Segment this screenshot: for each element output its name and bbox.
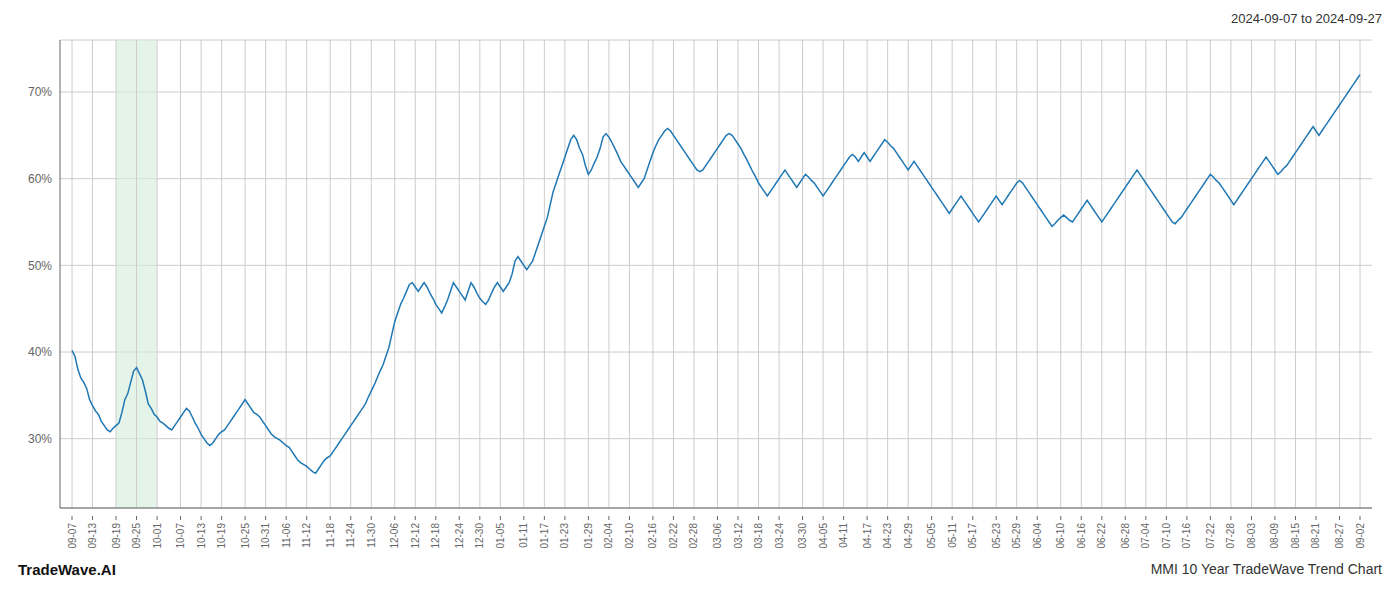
svg-text:03-18: 03-18 [753,523,764,549]
svg-text:06-28: 06-28 [1120,523,1131,549]
svg-text:10-01: 10-01 [152,523,163,549]
svg-text:11-24: 11-24 [345,523,356,548]
svg-text:70%: 70% [28,85,52,99]
svg-text:02-16: 02-16 [647,523,658,549]
svg-text:03-12: 03-12 [733,523,744,549]
svg-text:08-27: 08-27 [1334,523,1345,549]
svg-text:04-11: 04-11 [838,523,849,548]
html-text:TradeWave.AI: TradeWave.AI [18,560,116,578]
svg-text:06-16: 06-16 [1076,523,1087,549]
svg-text:07-28: 07-28 [1225,523,1236,549]
svg-text:09-02: 09-02 [1355,523,1366,549]
html-text:2024-09-07 to 2024-09-27: 2024-09-07 to 2024-09-27 [1230,11,1382,26]
svg-text:11-30: 11-30 [366,523,377,548]
svg-text:09-07: 09-07 [67,523,78,549]
svg-text:02-10: 02-10 [624,523,635,549]
svg-text:08-09: 08-09 [1269,523,1280,549]
svg-text:05-05: 05-05 [926,523,937,549]
svg-text:07-22: 07-22 [1205,523,1216,549]
svg-text:40%: 40% [28,345,52,359]
svg-text:09-25: 09-25 [131,523,142,549]
svg-text:11-12: 11-12 [301,523,312,548]
svg-text:04-17: 04-17 [862,523,873,549]
svg-text:10-13: 10-13 [196,523,207,549]
svg-text:10-31: 10-31 [260,523,271,549]
svg-text:12-06: 12-06 [389,523,400,549]
svg-text:07-10: 07-10 [1161,523,1172,549]
svg-text:05-23: 05-23 [991,523,1002,549]
svg-text:11-18: 11-18 [325,523,336,548]
svg-text:03-30: 03-30 [797,523,808,549]
svg-text:08-15: 08-15 [1290,523,1301,549]
svg-text:11-06: 11-06 [281,523,292,548]
svg-text:01-17: 01-17 [539,523,550,549]
svg-text:01-05: 01-05 [495,523,506,549]
svg-text:06-04: 06-04 [1032,523,1043,549]
svg-text:03-06: 03-06 [712,523,723,549]
html-text:MMI 10 Year TradeWave Trend Ch: MMI 10 Year TradeWave Trend Chart [1150,561,1382,577]
svg-text:02-22: 02-22 [668,523,679,549]
svg-text:12-24: 12-24 [454,523,465,549]
svg-text:07-04: 07-04 [1140,523,1151,549]
svg-text:08-21: 08-21 [1310,523,1321,549]
svg-text:30%: 30% [28,432,52,446]
svg-text:02-28: 02-28 [688,523,699,549]
svg-text:12-12: 12-12 [410,523,421,549]
svg-text:01-23: 01-23 [559,523,570,549]
svg-text:06-10: 06-10 [1055,523,1066,549]
svg-text:10-07: 10-07 [175,523,186,549]
svg-text:04-29: 04-29 [903,523,914,549]
svg-text:06-22: 06-22 [1096,523,1107,549]
svg-text:12-18: 12-18 [430,523,441,549]
svg-text:07-16: 07-16 [1181,523,1192,549]
svg-text:05-29: 05-29 [1011,523,1022,549]
svg-text:02-04: 02-04 [603,523,614,549]
svg-text:04-23: 04-23 [882,523,893,549]
svg-text:60%: 60% [28,172,52,186]
svg-text:05-11: 05-11 [947,523,958,548]
svg-text:01-29: 01-29 [583,523,594,549]
svg-text:09-19: 09-19 [111,523,122,549]
svg-text:04-05: 04-05 [818,523,829,549]
svg-text:01-11: 01-11 [518,523,529,548]
svg-text:08-03: 08-03 [1246,523,1257,549]
svg-text:05-17: 05-17 [967,523,978,549]
svg-text:12-30: 12-30 [474,523,485,549]
svg-text:50%: 50% [28,259,52,273]
svg-text:10-19: 10-19 [216,523,227,549]
svg-text:09-13: 09-13 [87,523,98,549]
svg-text:03-24: 03-24 [774,523,785,549]
svg-text:10-25: 10-25 [240,523,251,549]
